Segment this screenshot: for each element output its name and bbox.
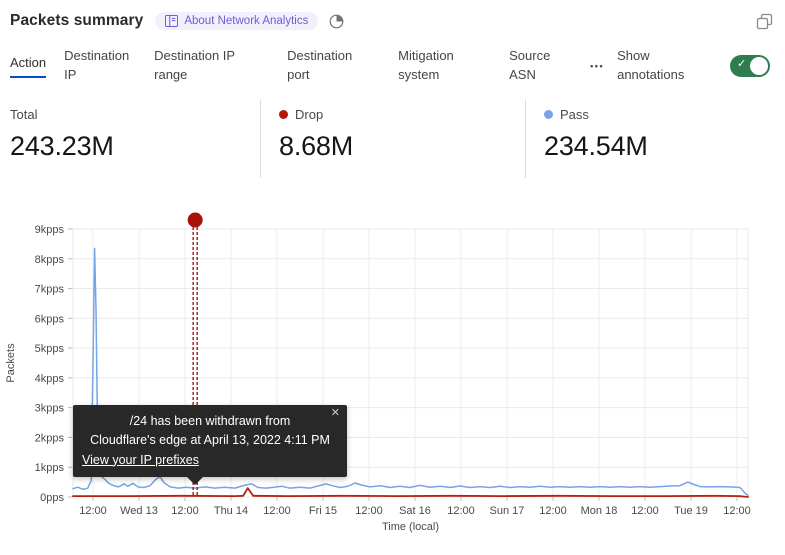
stat-total: Total 243.23M <box>0 100 260 178</box>
tab-mitigation-system[interactable]: Mitigation system <box>398 48 454 82</box>
stat-pass-value: 234.54M <box>544 131 648 161</box>
tab-destination-ip[interactable]: Destination IP <box>64 48 130 82</box>
show-annotations-toggle[interactable]: ✓ <box>730 55 770 77</box>
annotation-tooltip: ✕ /24 has been withdrawn from Cloudflare… <box>73 405 347 486</box>
show-annotations-label: Show annotations <box>617 48 685 82</box>
more-tabs-icon[interactable]: ••• <box>590 61 605 71</box>
svg-text:Fri 15: Fri 15 <box>309 505 337 517</box>
svg-text:12:00: 12:00 <box>171 505 199 517</box>
svg-text:5kpps: 5kpps <box>35 343 65 355</box>
svg-text:Tue 19: Tue 19 <box>674 505 708 517</box>
svg-text:12:00: 12:00 <box>631 505 659 517</box>
tab-destination-ip-range[interactable]: Destination IP range <box>154 48 235 82</box>
about-network-analytics-badge[interactable]: About Network Analytics <box>155 12 319 30</box>
svg-text:12:00: 12:00 <box>263 505 291 517</box>
svg-text:12:00: 12:00 <box>447 505 475 517</box>
drop-legend-dot <box>279 110 288 119</box>
svg-text:4kpps: 4kpps <box>35 373 65 385</box>
tab-destination-port[interactable]: Destination port <box>287 48 353 82</box>
stat-drop: Drop 8.68M <box>260 100 525 178</box>
svg-text:1kpps: 1kpps <box>35 462 65 474</box>
svg-text:2kpps: 2kpps <box>35 432 65 444</box>
tab-action[interactable]: Action <box>10 54 47 78</box>
tooltip-line1: /24 has been withdrawn from <box>129 414 291 428</box>
tooltip-caret <box>186 476 204 486</box>
svg-text:Sat 16: Sat 16 <box>399 505 431 517</box>
svg-text:Mon 18: Mon 18 <box>581 505 618 517</box>
svg-text:Sun 17: Sun 17 <box>490 505 525 517</box>
badge-label: About Network Analytics <box>184 15 309 27</box>
summary-stats: Total 243.23M Drop 8.68M Pass 234.54M <box>0 100 785 178</box>
page-title: Packets summary <box>10 12 144 29</box>
svg-text:3kpps: 3kpps <box>35 403 65 415</box>
pass-legend-dot <box>544 110 553 119</box>
toggle-knob <box>750 57 768 75</box>
stat-drop-label: Drop <box>295 107 324 122</box>
packets-time-series-chart[interactable]: 0pps 1kpps 2kpps 3kpps 4kpps 5kpps 6kpps 7kpps 8… <box>0 210 785 555</box>
panel-header: Packets summary About Network Analytics <box>10 8 773 34</box>
svg-text:7kpps: 7kpps <box>35 284 65 296</box>
svg-text:12:00: 12:00 <box>723 505 751 517</box>
tooltip-line2: Cloudflare's edge at April 13, 2022 4:11… <box>90 432 330 447</box>
svg-text:8kpps: 8kpps <box>35 254 65 266</box>
svg-text:Packets: Packets <box>5 343 17 383</box>
stat-total-label: Total <box>10 107 38 122</box>
time-period-icon[interactable] <box>328 13 345 30</box>
check-icon: ✓ <box>737 58 747 70</box>
tab-source-asn[interactable]: Source ASN <box>509 48 551 82</box>
stat-drop-value: 8.68M <box>279 131 354 161</box>
svg-text:9kpps: 9kpps <box>35 224 65 236</box>
svg-text:6kpps: 6kpps <box>35 313 65 325</box>
svg-text:Time (local): Time (local) <box>382 521 439 533</box>
svg-text:12:00: 12:00 <box>539 505 567 517</box>
close-icon[interactable]: ✕ <box>330 407 340 419</box>
svg-text:12:00: 12:00 <box>355 505 383 517</box>
stat-pass-label: Pass <box>560 107 589 122</box>
svg-text:0pps: 0pps <box>40 492 64 504</box>
svg-text:12:00: 12:00 <box>79 505 107 517</box>
view-ip-prefixes-link[interactable]: View your IP prefixes <box>82 452 199 467</box>
book-icon <box>165 15 179 27</box>
svg-text:Wed 13: Wed 13 <box>120 505 158 517</box>
expand-window-icon[interactable] <box>756 13 773 30</box>
dimension-tabs: Action Destination IP Destination IP ran… <box>0 42 785 90</box>
stat-pass: Pass 234.54M <box>525 100 785 178</box>
stat-total-value: 243.23M <box>10 131 114 161</box>
svg-text:Thu 14: Thu 14 <box>214 505 248 517</box>
chart-area: 0pps 1kpps 2kpps 3kpps 4kpps 5kpps 6kpps 7kpps 8… <box>0 210 785 555</box>
